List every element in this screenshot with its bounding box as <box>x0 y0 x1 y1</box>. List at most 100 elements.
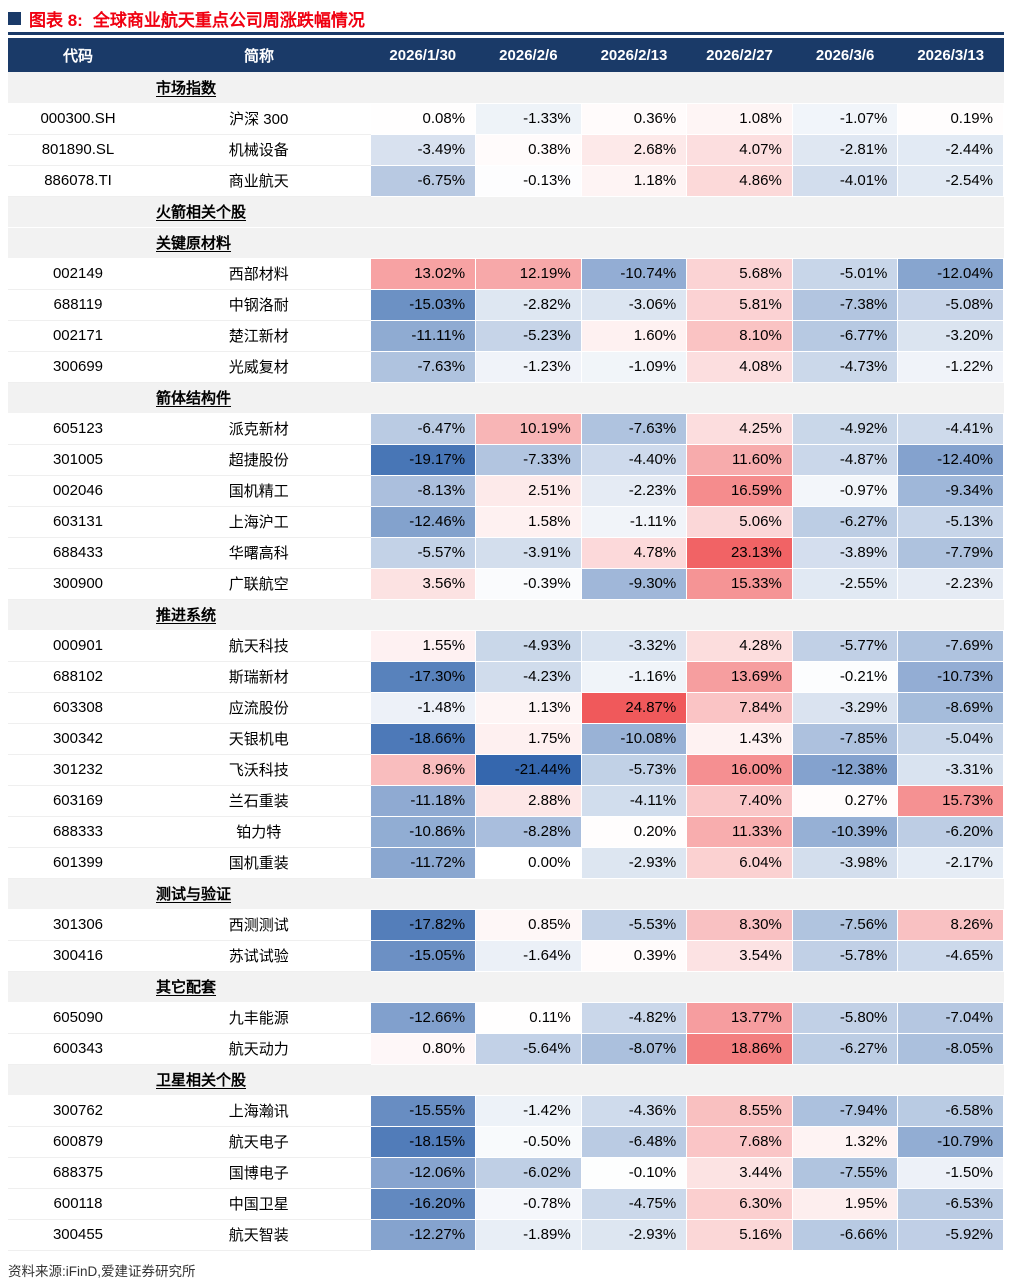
stock-code: 600118 <box>8 1188 148 1220</box>
change-value-cell: -1.07% <box>791 102 899 135</box>
table-row: 688333 铂力特 -10.86% -8.28% 0.20% 11.33% -10.39%… <box>8 815 1004 848</box>
stock-name: 广联航空 <box>148 568 370 600</box>
change-value-cell: 1.18% <box>580 164 688 197</box>
change-value-cell: 10.19% <box>475 412 582 445</box>
change-value-cell: -4.82% <box>580 1001 688 1034</box>
table-row: 002149 西部材料 13.02% 12.19% -10.74% 5.68% -5.01%… <box>8 257 1004 290</box>
stock-code: 688119 <box>8 289 148 321</box>
stock-name: 航天智装 <box>148 1219 370 1251</box>
section-header-row: 火箭相关个股 <box>8 196 1004 228</box>
column-header: 2026/2/6 <box>475 38 582 72</box>
title-divider-rule <box>8 32 1004 35</box>
table-row: 600879 航天电子 -18.15% -0.50% -6.48% 7.68% 1.32% -… <box>8 1125 1004 1158</box>
section-label: 卫星相关个股 <box>8 1064 1004 1096</box>
change-value-cell: 1.32% <box>791 1125 899 1158</box>
change-value-cell: -8.28% <box>475 815 582 848</box>
stock-name: 应流股份 <box>148 692 370 724</box>
stock-code: 886078.TI <box>8 165 148 197</box>
change-value-cell: 2.88% <box>475 784 582 817</box>
stock-name: 国博电子 <box>148 1157 370 1189</box>
change-value-cell: 4.86% <box>686 164 793 197</box>
change-value-cell: -1.33% <box>475 102 582 135</box>
column-header: 简称 <box>148 38 370 72</box>
change-value-cell: -9.30% <box>580 567 688 600</box>
change-value-cell: -7.94% <box>791 1094 899 1127</box>
table-row: 000901 航天科技 1.55% -4.93% -3.32% 4.28% -5.77% -7… <box>8 629 1004 662</box>
column-header: 2026/2/13 <box>581 38 687 72</box>
change-value-cell: -19.17% <box>369 443 477 476</box>
change-value-cell: -10.79% <box>897 1125 1004 1158</box>
change-value-cell: 8.10% <box>686 319 793 352</box>
change-value-cell: -12.27% <box>369 1218 477 1251</box>
stock-name: 铂力特 <box>148 816 370 848</box>
column-header: 2026/2/27 <box>686 38 793 72</box>
table-row: 300900 广联航空 3.56% -0.39% -9.30% 15.33% -2.55% -… <box>8 567 1004 600</box>
change-value-cell: -3.29% <box>791 691 899 724</box>
change-value-cell: 11.60% <box>686 443 793 476</box>
stock-code: 300342 <box>8 723 148 755</box>
change-value-cell: -5.13% <box>897 505 1004 538</box>
change-value-cell: -15.05% <box>369 939 477 972</box>
section-header-row: 箭体结构件 <box>8 382 1004 414</box>
change-value-cell: -5.53% <box>580 908 688 941</box>
change-value-cell: -11.72% <box>369 846 477 879</box>
change-value-cell: 5.06% <box>686 505 793 538</box>
change-value-cell: -7.63% <box>580 412 688 445</box>
section-label: 其它配套 <box>8 971 1004 1003</box>
stock-code: 000901 <box>8 630 148 662</box>
stock-name: 中国卫星 <box>148 1188 370 1220</box>
change-value-cell: -7.85% <box>791 722 899 755</box>
change-value-cell: -10.08% <box>580 722 688 755</box>
section-header-row: 测试与验证 <box>8 878 1004 910</box>
change-value-cell: -6.20% <box>897 815 1004 848</box>
change-value-cell: -1.89% <box>475 1218 582 1251</box>
stock-name: 楚江新材 <box>148 320 370 352</box>
stock-code: 605123 <box>8 413 148 445</box>
stock-code: 600343 <box>8 1033 148 1065</box>
change-value-cell: 16.59% <box>686 474 793 507</box>
stock-name: 光威复材 <box>148 351 370 383</box>
table-row: 301005 超捷股份 -19.17% -7.33% -4.40% 11.60% -4.87… <box>8 443 1004 476</box>
change-value-cell: -7.69% <box>897 629 1004 662</box>
change-value-cell: -7.04% <box>897 1001 1004 1034</box>
stock-code: 301005 <box>8 444 148 476</box>
change-value-cell: 0.08% <box>369 102 477 135</box>
change-value-cell: -17.82% <box>369 908 477 941</box>
change-value-cell: -11.18% <box>369 784 477 817</box>
change-value-cell: 3.54% <box>686 939 793 972</box>
change-value-cell: 4.28% <box>686 629 793 662</box>
table-row: 688433 华曙高科 -5.57% -3.91% 4.78% 23.13% -3.89% -… <box>8 536 1004 569</box>
stock-code: 688102 <box>8 661 148 693</box>
change-value-cell: -8.05% <box>897 1032 1004 1065</box>
change-value-cell: -7.79% <box>897 536 1004 569</box>
change-value-cell: 1.13% <box>475 691 582 724</box>
change-value-cell: 0.20% <box>580 815 688 848</box>
change-value-cell: 0.19% <box>897 102 1004 135</box>
stock-name: 机械设备 <box>148 134 370 166</box>
section-label: 市场指数 <box>8 72 1004 104</box>
stock-name: 航天科技 <box>148 630 370 662</box>
change-value-cell: 8.96% <box>369 753 477 786</box>
stock-name: 西部材料 <box>148 258 370 290</box>
figure-title-bar: 图表 8: 全球商业航天重点公司周涨跌幅情况 <box>8 6 1004 30</box>
column-header: 代码 <box>8 38 148 72</box>
change-value-cell: 8.30% <box>686 908 793 941</box>
table-row: 300699 光威复材 -7.63% -1.23% -1.09% 4.08% -4.73% -… <box>8 350 1004 383</box>
table-row: 605090 九丰能源 -12.66% 0.11% -4.82% 13.77% -5.80%… <box>8 1001 1004 1034</box>
change-value-cell: -6.27% <box>791 505 899 538</box>
change-value-cell: -2.44% <box>897 133 1004 166</box>
stock-code: 601399 <box>8 847 148 879</box>
table-row: 300416 苏试试验 -15.05% -1.64% 0.39% 3.54% -5.78% -… <box>8 939 1004 972</box>
change-value-cell: -11.11% <box>369 319 477 352</box>
stock-code: 688375 <box>8 1157 148 1189</box>
change-value-cell: -12.40% <box>897 443 1004 476</box>
change-value-cell: -12.06% <box>369 1156 477 1189</box>
change-value-cell: 0.80% <box>369 1032 477 1065</box>
change-value-cell: -12.04% <box>897 257 1004 290</box>
change-value-cell: 18.86% <box>686 1032 793 1065</box>
stock-name: 航天电子 <box>148 1126 370 1158</box>
stock-name: 九丰能源 <box>148 1002 370 1034</box>
change-value-cell: -2.55% <box>791 567 899 600</box>
change-value-cell: -4.01% <box>791 164 899 197</box>
change-value-cell: -6.53% <box>897 1187 1004 1220</box>
